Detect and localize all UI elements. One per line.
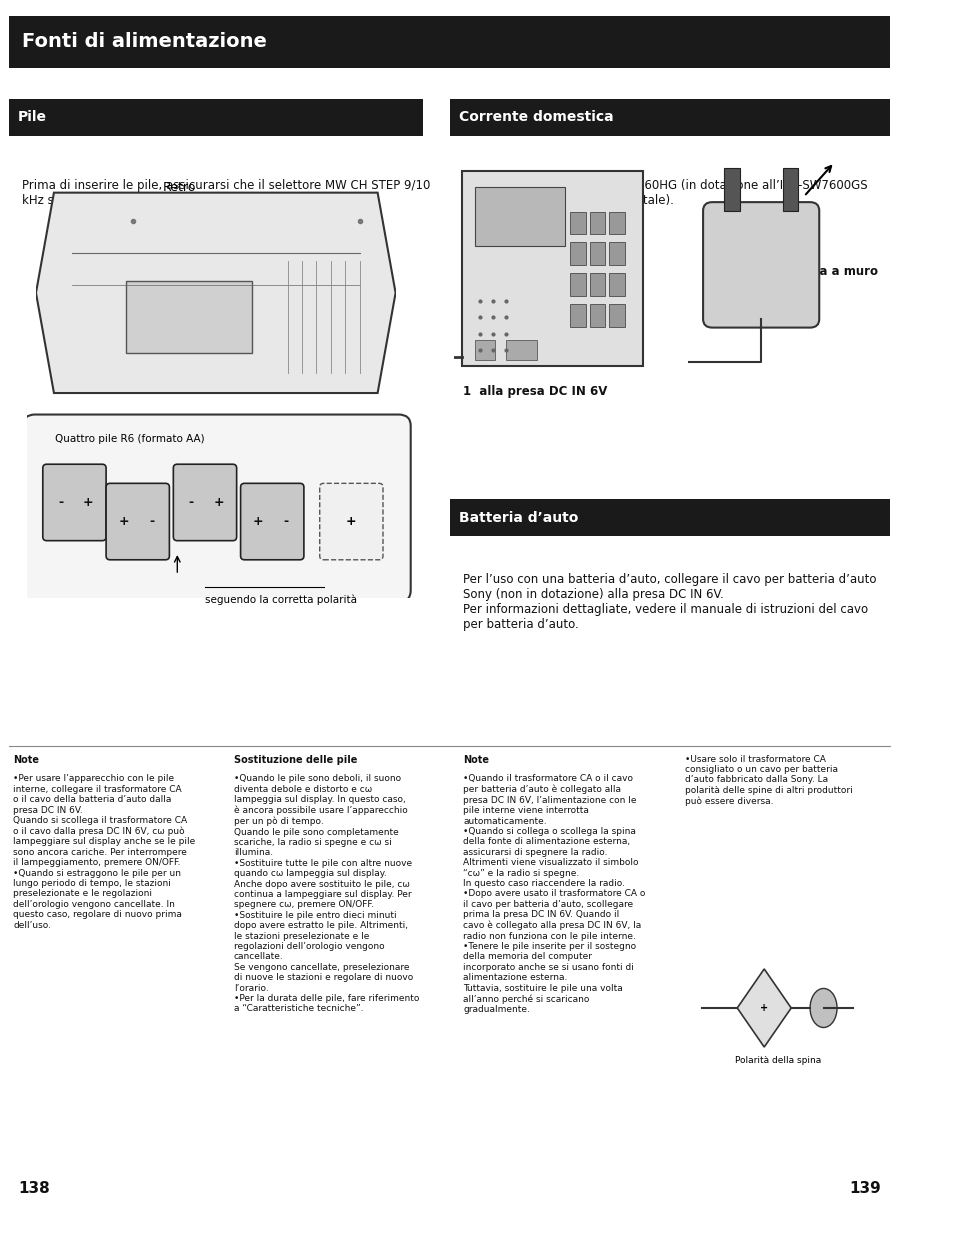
Text: •Usare solo il trasformatore CA
consigliato o un cavo per batteria
d’auto fabbri: •Usare solo il trasformatore CA consigli… [684,755,852,806]
Text: Batteria d’auto: Batteria d’auto [458,510,578,525]
Text: Prima di inserire le pile, assicurarsi che il selettore MW CH STEP 9/10
kHz sia : Prima di inserire le pile, assicurarsi c… [23,179,431,207]
Text: Note: Note [13,755,39,764]
Text: 138: 138 [18,1181,50,1196]
Text: Usare il trasformatore CA AC-E60HG (in dotazione all’ICF-SW7600GS
per Canada e E: Usare il trasformatore CA AC-E60HG (in d… [462,179,866,207]
FancyBboxPatch shape [9,16,889,68]
FancyBboxPatch shape [449,99,889,136]
Text: 1  alla presa DC IN 6V: 1 alla presa DC IN 6V [462,385,607,398]
FancyBboxPatch shape [9,99,422,136]
Text: 139: 139 [848,1181,881,1196]
Text: •Per usare l’apparecchio con le pile
interne, collegare il trasformatore CA
o il: •Per usare l’apparecchio con le pile int… [13,774,195,930]
Text: Note: Note [462,755,489,764]
Text: Per l’uso con una batteria d’auto, collegare il cavo per batteria d’auto
Sony (n: Per l’uso con una batteria d’auto, colle… [462,573,876,631]
Text: 2  a una presa a muro: 2 a una presa a muro [732,265,877,279]
Text: •Quando le pile sono deboli, il suono
diventa debole e distorto e cω
lampeggia s: •Quando le pile sono deboli, il suono di… [233,774,418,1014]
Text: Fonti di alimentazione: Fonti di alimentazione [23,32,267,52]
Text: Corrente domestica: Corrente domestica [458,110,613,125]
FancyBboxPatch shape [449,499,889,536]
Text: Pile: Pile [18,110,47,125]
Text: Sostituzione delle pile: Sostituzione delle pile [233,755,356,764]
Text: •Quando il trasformatore CA o il cavo
per batteria d’auto è collegato alla
presa: •Quando il trasformatore CA o il cavo pe… [462,774,645,1014]
